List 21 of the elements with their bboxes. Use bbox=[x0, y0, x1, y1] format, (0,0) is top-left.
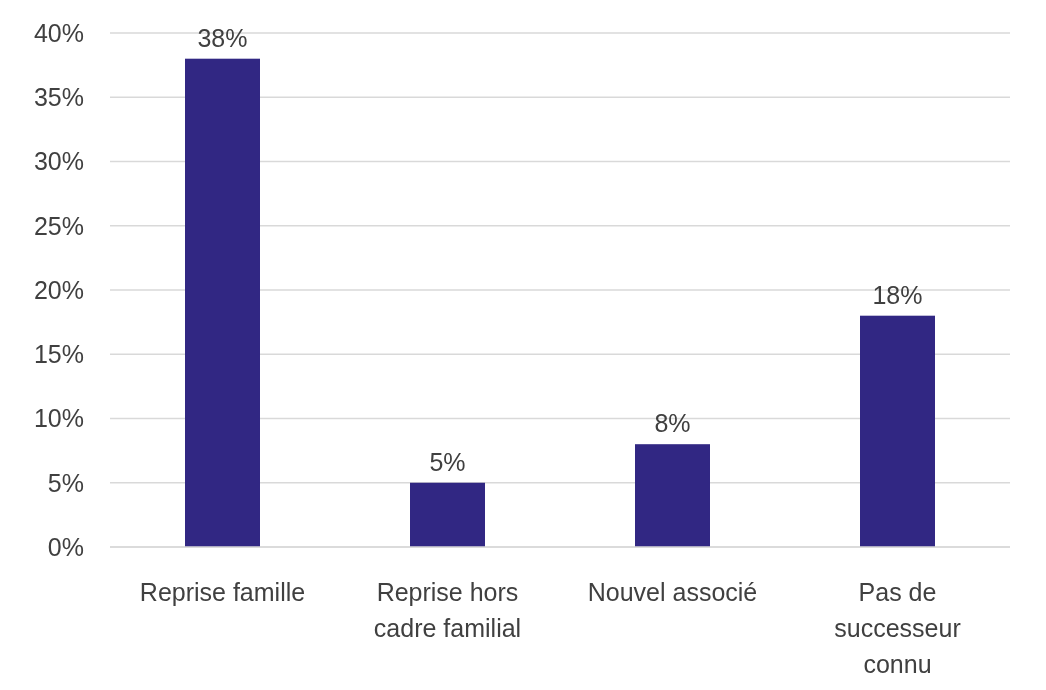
x-tick-label: Reprise famille bbox=[139, 578, 306, 606]
bar bbox=[185, 58, 260, 547]
y-tick-label: 30% bbox=[33, 147, 84, 176]
y-tick-label: 40% bbox=[33, 18, 84, 47]
y-tick-label: 10% bbox=[33, 404, 84, 433]
bar bbox=[635, 444, 710, 547]
y-tick-label: 35% bbox=[33, 83, 84, 111]
y-tick-label: 5% bbox=[47, 468, 84, 497]
data-label: 18% bbox=[872, 280, 923, 309]
y-tick-label: 15% bbox=[33, 340, 84, 368]
data-label: 5% bbox=[429, 447, 466, 476]
y-tick-label: 0% bbox=[47, 532, 84, 561]
bar bbox=[410, 482, 485, 547]
data-label: 8% bbox=[654, 409, 691, 438]
data-label: 38% bbox=[197, 23, 248, 52]
y-tick-label: 25% bbox=[33, 211, 84, 240]
y-tick-label: 20% bbox=[33, 275, 84, 304]
x-tick-label: Pas de successeur connu bbox=[834, 578, 961, 678]
x-tick-label: Nouvel associé bbox=[587, 578, 758, 606]
x-tick-label: Reprise hors cadre familial bbox=[373, 578, 522, 642]
bar bbox=[860, 315, 935, 547]
